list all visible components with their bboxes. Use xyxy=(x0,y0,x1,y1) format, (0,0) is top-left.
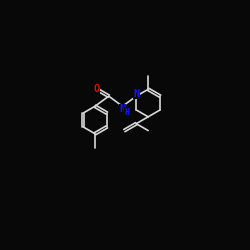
Text: H: H xyxy=(124,108,130,117)
Text: N: N xyxy=(133,89,140,99)
Text: N: N xyxy=(120,104,126,114)
Text: O: O xyxy=(94,84,100,94)
